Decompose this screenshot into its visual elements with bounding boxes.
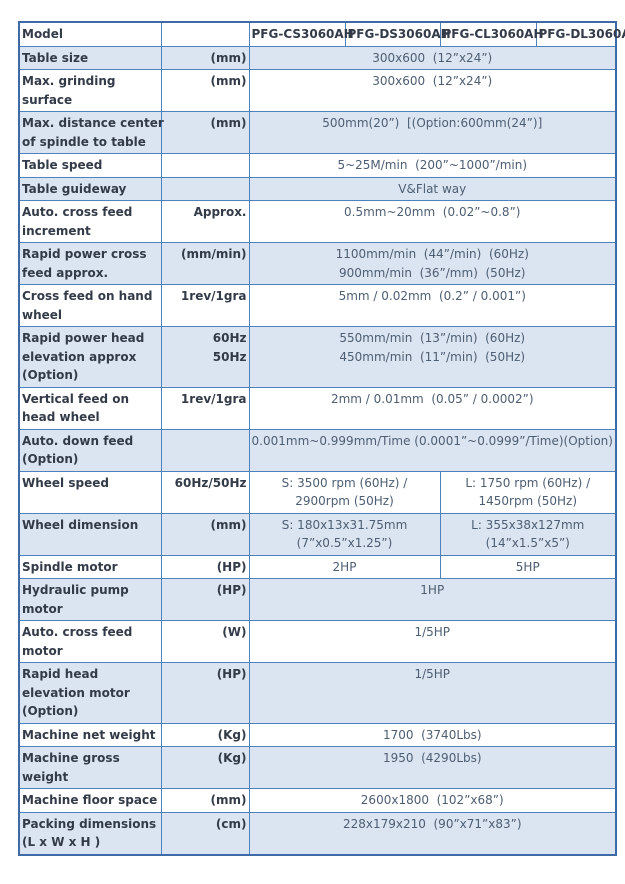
row-rapid-head-elevation-motor: Rapid head elevation motor (Option) (HP)…	[18, 662, 617, 724]
spec-label: Table guideway	[18, 176, 162, 201]
header-unit-cell	[160, 21, 250, 47]
row-hydraulic-pump-motor: Hydraulic pump motor (HP) 1HP	[18, 578, 617, 621]
header-model-pfg-ds3060ah: PFG-DS3060AH	[344, 21, 451, 47]
row-rapid-power-head-elevation: Rapid power head elevation approx (Optio…	[18, 326, 617, 388]
header-model-pfg-cl3060ah: PFG-CL3060AH	[439, 21, 544, 47]
spec-value: 1/5HP	[248, 662, 617, 724]
spec-label: Spindle motor	[18, 554, 162, 579]
spec-value-s: S: 180x13x31.75mm (7”x0.5”x1.25”)	[248, 512, 441, 556]
spec-value-s: 2HP	[248, 554, 441, 579]
spec-label: Auto. cross feed motor	[18, 620, 162, 663]
spec-label: Wheel speed	[18, 470, 162, 514]
spec-unit: (mm/min)	[160, 242, 250, 285]
spec-unit: (cm)	[160, 811, 250, 855]
spec-value: 1/5HP	[248, 620, 617, 663]
spec-unit: 1rev/1gra	[160, 386, 250, 430]
spec-value: 2600x1800 (102”x68”)	[248, 788, 617, 813]
spec-value: 1950 (4290Lbs)	[248, 746, 617, 789]
spec-label: Machine floor space	[18, 788, 162, 813]
spec-label: Rapid power head elevation approx (Optio…	[18, 326, 162, 388]
spec-unit: 60Hz 50Hz	[160, 326, 250, 388]
spec-unit: (Kg)	[160, 722, 250, 747]
spec-value: 1HP	[248, 578, 617, 621]
spec-table: Model PFG-CS3060AH PFG-DS3060AH PFG-CL30…	[18, 21, 625, 856]
row-cross-feed-hand-wheel: Cross feed on hand wheel 1rev/1gra 5mm /…	[18, 284, 617, 327]
spec-unit: (mm)	[160, 788, 250, 813]
spec-unit: (mm)	[160, 69, 250, 112]
spec-value: 300x600 (12”x24”)	[248, 45, 617, 70]
spec-value: 5~25M/min (200”~1000”/min)	[248, 153, 617, 178]
header-model-pfg-cs3060ah: PFG-CS3060AH	[248, 21, 354, 47]
spec-unit: 1rev/1gra	[160, 284, 250, 327]
row-table-guideway: Table guideway V&Flat way	[18, 176, 617, 201]
spec-unit: (HP)	[160, 554, 250, 579]
spec-label: Rapid head elevation motor (Option)	[18, 662, 162, 724]
spec-label: Wheel dimension	[18, 512, 162, 556]
spec-unit: (mm)	[160, 45, 250, 70]
header-row: Model PFG-CS3060AH PFG-DS3060AH PFG-CL30…	[18, 21, 625, 47]
spec-label: Machine net weight	[18, 722, 162, 747]
spec-label: Vertical feed on head wheel	[18, 386, 162, 430]
spec-unit: (HP)	[160, 578, 250, 621]
row-wheel-speed: Wheel speed 60Hz/50Hz S: 3500 rpm (60Hz)…	[18, 470, 617, 514]
row-auto-cross-feed-motor: Auto. cross feed motor (W) 1/5HP	[18, 620, 617, 663]
spec-value: 228x179x210 (90”x71”x83”)	[248, 811, 617, 855]
spec-label: Machine gross weight	[18, 746, 162, 789]
spec-label: Max. distance center of spindle to table	[18, 111, 164, 154]
row-machine-net-weight: Machine net weight (Kg) 1700 (3740Lbs)	[18, 722, 617, 747]
spec-value-s: S: 3500 rpm (60Hz) / 2900rpm (50Hz)	[248, 470, 441, 514]
spec-value: 0.001mm~0.999mm/Time (0.0001”~0.0999”/Ti…	[248, 428, 617, 472]
row-rapid-power-cross-feed: Rapid power cross feed approx. (mm/min) …	[18, 242, 617, 285]
spec-value-l: L: 1750 rpm (60Hz) / 1450rpm (50Hz)	[439, 470, 617, 514]
spec-label: Max. grinding surface	[18, 69, 162, 112]
row-auto-down-feed: Auto. down feed (Option) 0.001mm~0.999mm…	[18, 428, 617, 472]
header-model-pfg-dl3060ah: PFG-DL3060AH	[535, 21, 625, 47]
row-packing-dimensions: Packing dimensions (L x W x H ) (cm) 228…	[18, 811, 617, 855]
row-machine-gross-weight: Machine gross weight (Kg) 1950 (4290Lbs)	[18, 746, 617, 789]
row-table-size: Table size (mm) 300x600 (12”x24”)	[18, 45, 617, 70]
spec-unit: (mm)	[160, 512, 250, 556]
spec-value: 5mm / 0.02mm (0.2” / 0.001”)	[248, 284, 617, 327]
row-max-distance-spindle-to-table: Max. distance center of spindle to table…	[18, 111, 617, 154]
spec-value: 1100mm/min (44”/min) (60Hz) 900mm/min (3…	[248, 242, 617, 285]
row-vertical-feed-head-wheel: Vertical feed on head wheel 1rev/1gra 2m…	[18, 386, 617, 430]
spec-value: 1700 (3740Lbs)	[248, 722, 617, 747]
spec-unit	[160, 428, 250, 472]
row-machine-floor-space: Machine floor space (mm) 2600x1800 (102”…	[18, 788, 617, 813]
row-spindle-motor: Spindle motor (HP) 2HP 5HP	[18, 554, 617, 579]
spec-label: Packing dimensions (L x W x H )	[18, 811, 162, 855]
spec-value: 300x600 (12”x24”)	[248, 69, 617, 112]
spec-unit: (Kg)	[160, 746, 250, 789]
spec-value: 0.5mm~20mm (0.02”~0.8”)	[248, 200, 617, 243]
spec-label: Table size	[18, 45, 162, 70]
spec-label: Cross feed on hand wheel	[18, 284, 162, 327]
spec-value: 550mm/min (13”/min) (60Hz) 450mm/min (11…	[248, 326, 617, 388]
spec-label: Table speed	[18, 153, 162, 178]
spec-unit	[160, 153, 250, 178]
header-model-label: Model	[18, 21, 162, 47]
spec-value: V&Flat way	[248, 176, 617, 201]
row-wheel-dimension: Wheel dimension (mm) S: 180x13x31.75mm (…	[18, 512, 617, 556]
row-max-grinding-surface: Max. grinding surface (mm) 300x600 (12”x…	[18, 69, 617, 112]
spec-label: Hydraulic pump motor	[18, 578, 162, 621]
spec-label: Auto. down feed (Option)	[18, 428, 162, 472]
spec-value: 2mm / 0.01mm (0.05” / 0.0002”)	[248, 386, 617, 430]
spec-label: Rapid power cross feed approx.	[18, 242, 162, 285]
spec-unit: (W)	[160, 620, 250, 663]
spec-value-l: 5HP	[439, 554, 617, 579]
spec-unit: (mm)	[160, 111, 250, 154]
spec-unit: Approx.	[160, 200, 250, 243]
row-auto-cross-feed-increment: Auto. cross feed increment Approx. 0.5mm…	[18, 200, 617, 243]
spec-unit: (HP)	[160, 662, 250, 724]
spec-label: Auto. cross feed increment	[18, 200, 162, 243]
spec-unit: 60Hz/50Hz	[160, 470, 250, 514]
spec-value: 500mm(20”) [(Option:600mm(24”)]	[248, 111, 617, 154]
row-table-speed: Table speed 5~25M/min (200”~1000”/min)	[18, 153, 617, 178]
spec-unit	[160, 176, 250, 201]
spec-value-l: L: 355x38x127mm (14”x1.5”x5”)	[439, 512, 617, 556]
